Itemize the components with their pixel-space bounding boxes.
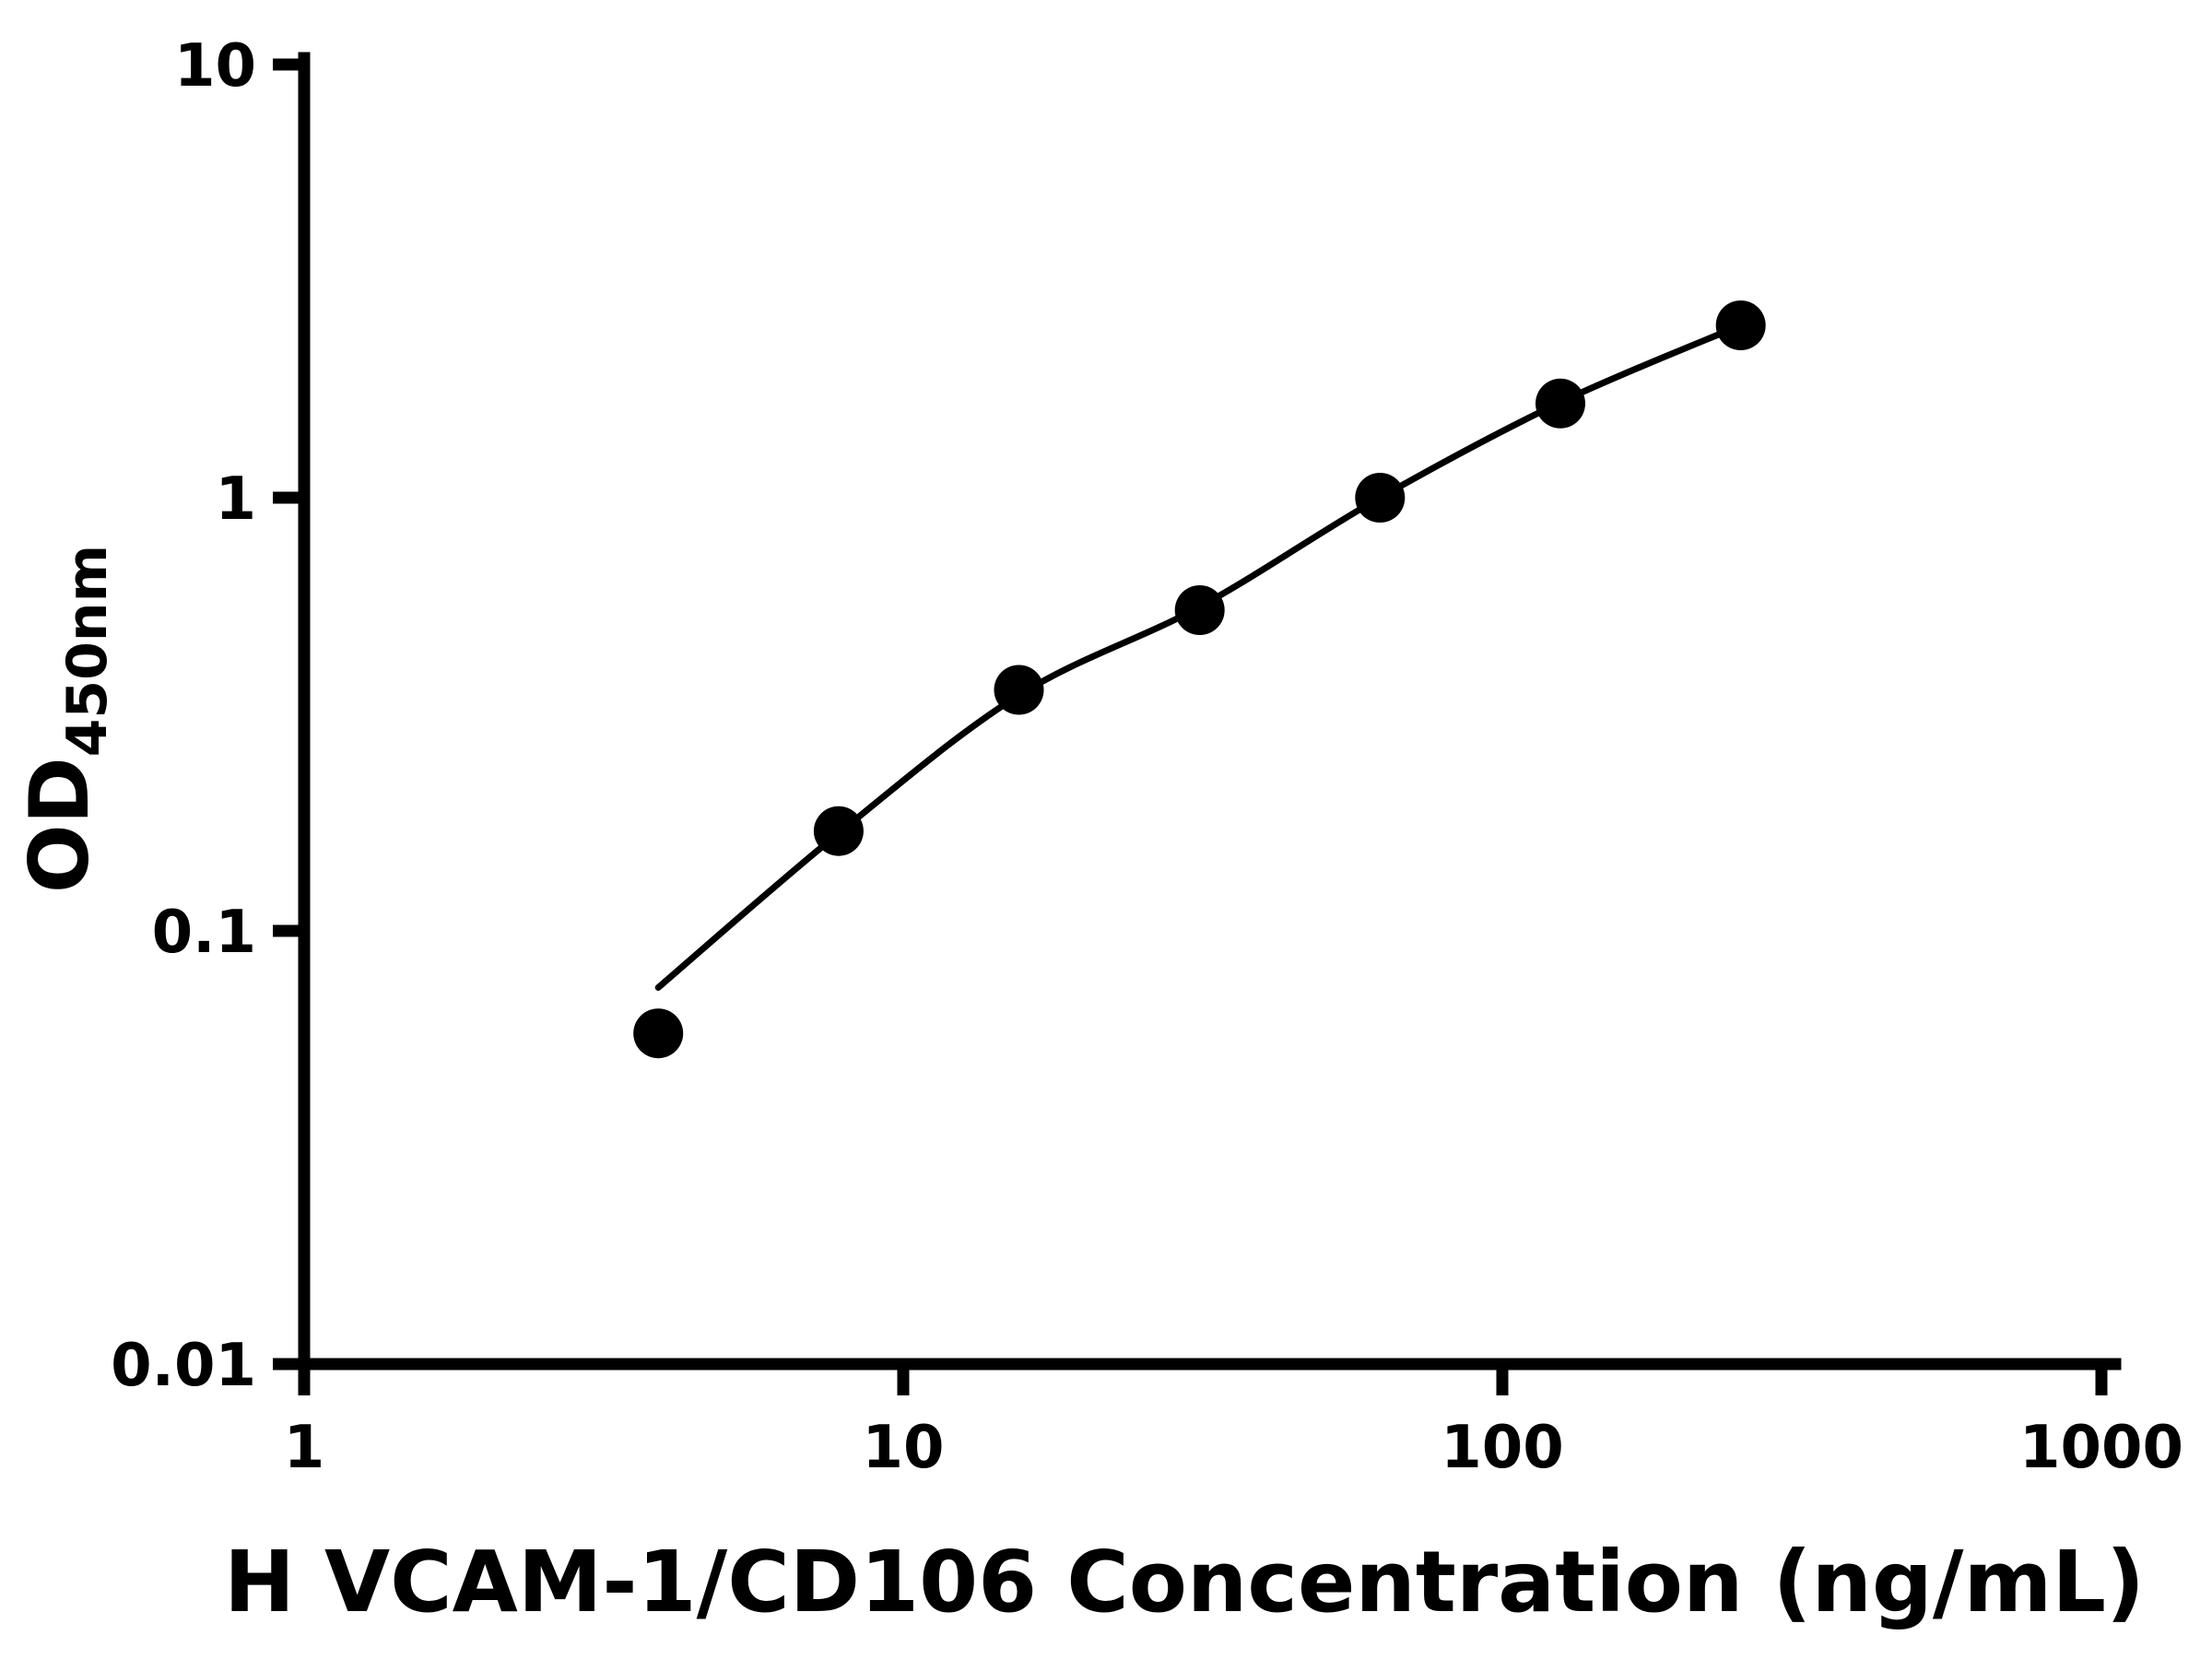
y-tick-label: 10 [174,32,256,100]
axes: 1 10 100 1000 0.01 0.1 1 10 [111,32,2183,1482]
x-tick-label: 1000 [2019,1414,2183,1482]
fit-curve [654,322,1745,991]
data-point [1715,300,1766,350]
data-point [813,806,864,856]
y-axis-label: OD450nm [12,545,120,893]
x-tick-label: 100 [1441,1414,1564,1482]
y-tick-label: 1 [215,465,256,534]
y-tick-label: 0.1 [152,899,256,967]
data-point [1174,585,1225,635]
data-point [1535,378,1585,429]
plot-series [633,300,1766,1059]
data-point [1355,473,1406,523]
data-point [633,1008,684,1059]
x-tick-label: 1 [284,1414,325,1482]
axis-spines [298,52,2122,1371]
y-tick-label: 0.01 [111,1332,256,1400]
x-tick-label: 10 [862,1414,944,1482]
data-point [994,665,1044,715]
y-axis-label-subscript: 450nm [55,545,120,757]
x-axis-label: H VCAM-1/CD106 Concentration (ng/mL) [224,1533,2145,1631]
y-axis-label-main: OD [12,757,107,893]
